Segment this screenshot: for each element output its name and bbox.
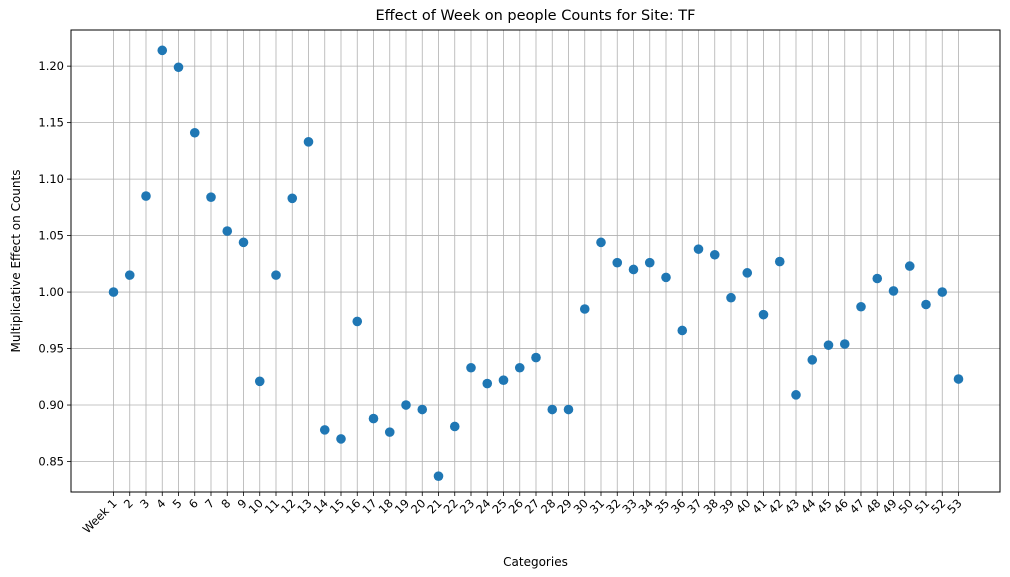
data-point — [563, 404, 574, 415]
data-point — [596, 237, 606, 248]
y-tick-label: 1.00 — [38, 285, 64, 299]
data-point — [303, 137, 314, 147]
y-tick-label: 0.95 — [38, 342, 64, 356]
data-point — [336, 434, 346, 444]
data-point — [466, 362, 476, 373]
plot-frame — [70, 29, 1001, 493]
data-point — [238, 237, 249, 248]
data-point — [644, 257, 655, 268]
data-point — [401, 400, 411, 410]
data-point — [384, 427, 395, 437]
y-axis-ticks: 0.85 0.90 0.95 1.00 1.05 1.10 1.15 1.20 — [38, 59, 71, 469]
data-point — [222, 226, 233, 236]
data-point — [937, 287, 948, 297]
y-tick-label: 1.05 — [38, 229, 64, 243]
data-point — [482, 378, 493, 389]
data-point — [319, 425, 330, 435]
data-point — [921, 299, 931, 310]
data-point — [677, 325, 688, 336]
data-point — [173, 62, 184, 73]
y-tick-label: 0.85 — [38, 455, 64, 469]
y-tick-label: 1.15 — [38, 116, 64, 130]
grid — [71, 30, 1000, 492]
data-point — [287, 193, 298, 204]
data-point — [189, 127, 200, 138]
data-point — [417, 404, 428, 415]
data-point — [124, 270, 135, 280]
data-point — [612, 257, 623, 268]
data-point — [254, 376, 265, 387]
data-point — [352, 316, 363, 327]
data-point — [206, 192, 216, 202]
data-point — [742, 268, 753, 278]
data-point — [872, 273, 883, 284]
data-point — [726, 292, 736, 303]
y-tick-label: 1.20 — [38, 59, 64, 73]
data-point — [157, 45, 168, 56]
data-point — [271, 270, 281, 280]
y-axis-label: Multiplicative Effect on Counts — [9, 170, 23, 353]
y-tick-label: 0.90 — [38, 398, 64, 412]
data-point — [856, 301, 866, 312]
data-point — [514, 362, 525, 373]
data-point — [531, 352, 541, 363]
data-point — [709, 249, 720, 260]
data-point — [823, 340, 834, 350]
data-point — [579, 304, 590, 314]
data-point — [141, 191, 151, 201]
data-point — [368, 413, 379, 424]
data-points — [108, 45, 964, 481]
x-axis-label: Categories — [503, 555, 568, 569]
data-point — [628, 264, 639, 275]
data-point — [807, 355, 818, 365]
data-point — [547, 404, 558, 415]
data-point — [661, 272, 671, 283]
data-point — [108, 287, 119, 297]
data-point — [498, 375, 509, 385]
data-point — [791, 390, 801, 400]
data-point — [839, 339, 850, 349]
data-point — [449, 421, 460, 432]
data-point — [904, 261, 915, 271]
y-tick-label: 1.10 — [38, 172, 64, 186]
data-point — [953, 374, 964, 384]
data-point — [774, 256, 785, 267]
data-point — [888, 286, 899, 296]
data-point — [758, 309, 769, 320]
chart-title: Effect of Week on people Counts for Site… — [376, 8, 696, 24]
data-point — [433, 471, 444, 481]
data-point — [693, 244, 704, 254]
